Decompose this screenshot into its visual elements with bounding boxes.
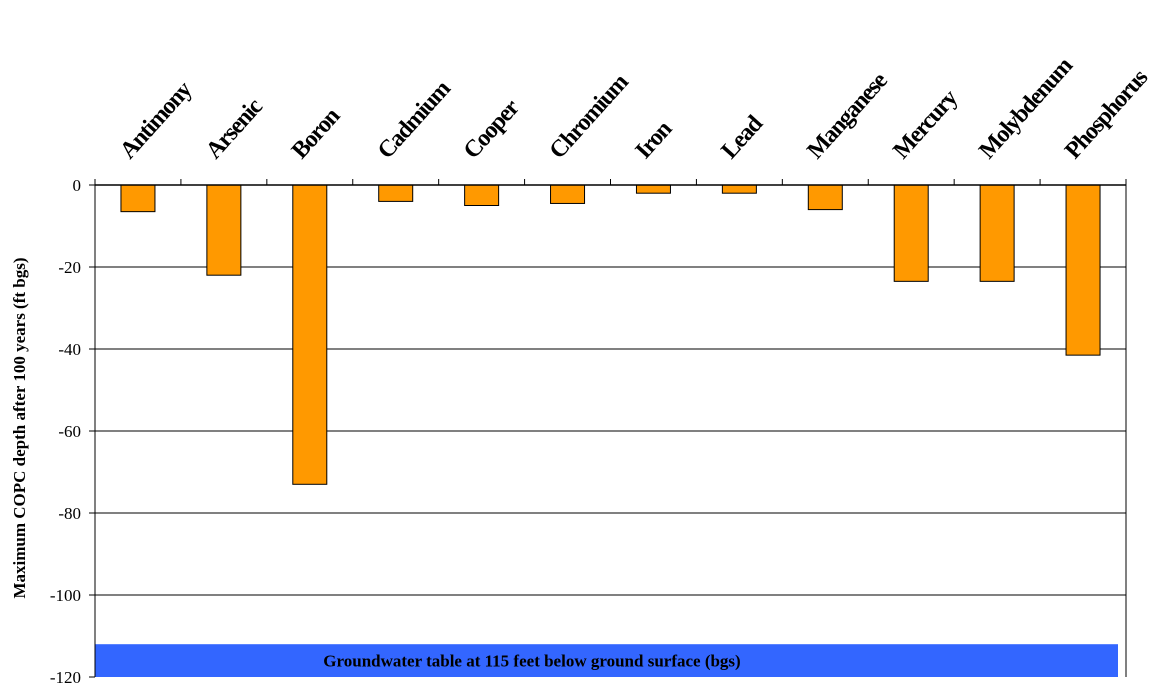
category-label: Arsenic [201,93,268,164]
bar-lead [721,184,757,194]
axes: 0 -20 -40 -60 -80 -100 -120 [50,176,1127,687]
bar-cadmium [378,184,414,202]
bar-manganese [807,184,843,211]
y-tick-label: -60 [58,422,81,441]
y-tick-label: -120 [50,668,81,687]
category-label: Phosphorus [1060,65,1153,164]
groundwater-band-layer: Groundwater table at 115 feet below grou… [95,644,1118,677]
category-label: Iron [631,116,678,164]
y-tick-label: -20 [58,258,81,277]
bar-chromium [550,184,586,204]
category-label: Mercury [888,85,963,164]
category-label: Boron [287,103,345,164]
bar-molybdenum [979,184,1015,282]
bar-phosphorus [1065,184,1101,356]
bar-antimony [120,184,156,213]
y-tick-label: -40 [58,340,81,359]
y-tick-label: 0 [73,176,82,195]
category-label: Manganese [802,67,893,164]
groundwater-label: Groundwater table at 115 feet below grou… [323,652,740,671]
y-axis-title: Maximum COPC depth after 100 years (ft b… [10,257,29,598]
category-label: Lead [717,110,769,164]
bars [120,184,1101,485]
y-tick-label: -80 [58,504,81,523]
bar-boron [292,184,328,485]
category-label: Chromium [545,69,634,164]
category-label: Cadmium [373,76,456,164]
gridlines [95,266,1126,596]
groundwater-band [95,644,1118,677]
category-label: Cooper [459,94,525,164]
category-label: Antimony [115,77,197,164]
bar-mercury [893,184,929,282]
category-labels: Antimony Arsenic Boron Cadmium Cooper Chromiu… [115,53,1153,164]
bar-cooper [464,184,500,206]
bar-iron [635,184,671,194]
y-tick-label: -100 [50,586,81,605]
bar-arsenic [206,184,242,276]
